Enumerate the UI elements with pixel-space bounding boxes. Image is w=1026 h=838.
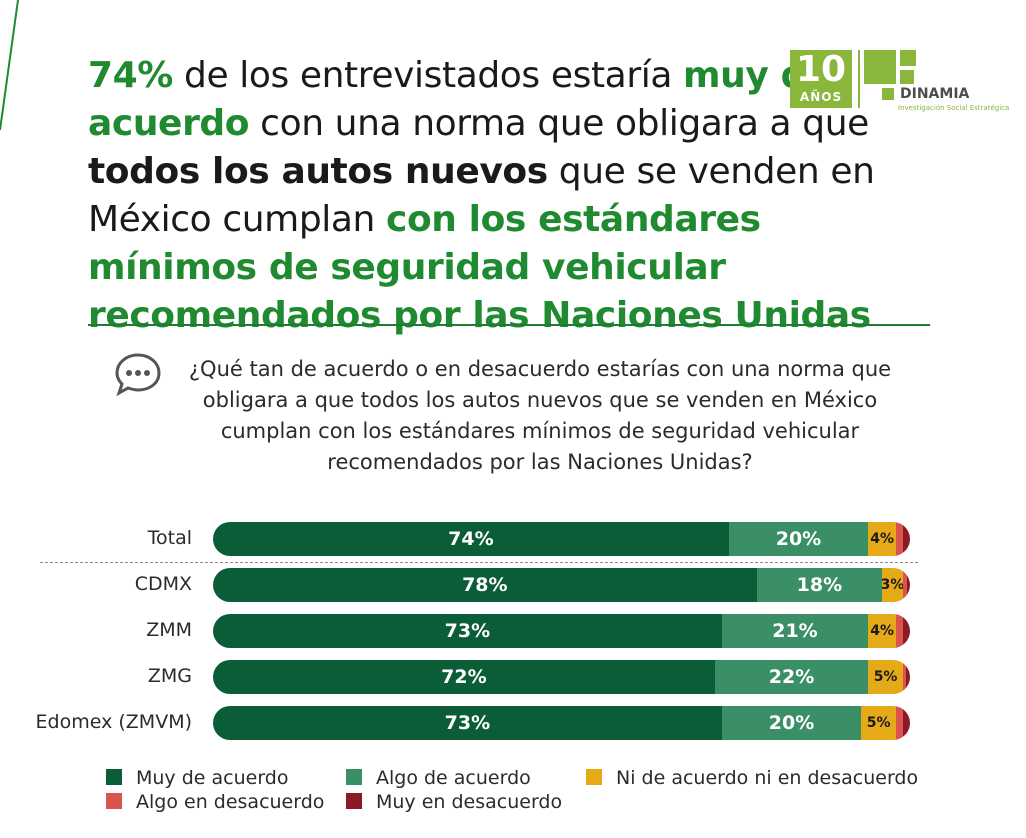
headline-text-3: que se venden en México cumplan	[88, 151, 875, 240]
dinamia-logo: 10 AÑOS DINAMIA Investigación Social Est…	[790, 50, 1009, 114]
data-label: 73%	[444, 620, 491, 642]
bar-segment-muy-de-acuerdo: 78%	[213, 568, 757, 602]
survey-question: ¿Qué tan de acuerdo o en desacuerdo esta…	[188, 357, 892, 474]
bar-segment-ni-ni: 5%	[861, 706, 897, 740]
logo-square	[900, 50, 916, 66]
category-label: CDMX	[134, 573, 192, 595]
legend-label: Muy en desacuerdo	[376, 791, 563, 813]
legend-swatch	[346, 769, 362, 785]
legend-swatch	[586, 769, 602, 785]
bar-segment-muy-en-desacuerdo	[903, 522, 910, 556]
legend-item: Ni de acuerdo ni en desacuerdo	[586, 767, 918, 789]
logo-brand: DINAMIA	[900, 86, 970, 102]
logo-separator	[858, 50, 860, 108]
bar-segment-muy-de-acuerdo: 73%	[213, 706, 722, 740]
data-label: 74%	[448, 528, 494, 550]
bar-segment-ni-ni: 5%	[868, 660, 903, 694]
legend-label: Algo de acuerdo	[376, 767, 531, 789]
bar-row: 73% 21% 4%	[213, 614, 910, 648]
section-divider	[88, 324, 930, 326]
data-label: 5%	[866, 715, 891, 731]
total-separator	[40, 562, 918, 563]
logo-square	[882, 88, 894, 100]
legend-swatch	[346, 793, 362, 809]
legend-label: Muy de acuerdo	[136, 767, 289, 789]
data-label: 4%	[870, 531, 894, 547]
headline-text-2: con una norma que obligara a que	[249, 103, 869, 144]
bar-segment-algo-de-acuerdo: 20%	[728, 522, 869, 556]
bar-segment-muy-en-desacuerdo	[903, 614, 910, 648]
anniversary-number: 10	[795, 49, 847, 90]
bar-segment-algo-en-desacuerdo	[896, 522, 903, 556]
bar-segment-algo-en-desacuerdo	[896, 614, 903, 648]
category-label: Total	[147, 527, 192, 549]
legend-item: Muy de acuerdo	[106, 767, 289, 789]
bar-segment-algo-de-acuerdo: 18%	[756, 568, 883, 602]
data-label: 5%	[873, 669, 898, 685]
bar-segment-ni-ni: 4%	[868, 614, 897, 648]
bar-row: 74% 20% 4%	[213, 522, 910, 556]
logo-square	[900, 70, 914, 84]
bar-segment-ni-ni: 4%	[868, 522, 897, 556]
logo-tagline: Investigación Social Estratégica	[898, 104, 1010, 112]
data-label: 21%	[772, 620, 818, 642]
category-label: Edomex (ZMVM)	[35, 711, 192, 733]
headline-highlight-3: con los estándares mínimos de seguridad …	[88, 199, 871, 336]
legend-label: Ni de acuerdo ni en desacuerdo	[616, 767, 919, 789]
bar-segment-muy-en-desacuerdo	[903, 706, 910, 740]
bar-segment-muy-de-acuerdo: 73%	[213, 614, 722, 648]
data-label: 20%	[768, 712, 815, 734]
bar-segment-algo-de-acuerdo: 20%	[721, 706, 862, 740]
category-label: ZMM	[146, 619, 192, 641]
bar-row: 78% 18% 3%	[213, 568, 910, 602]
legend-item: Muy en desacuerdo	[346, 791, 562, 813]
anniversary-years: AÑOS	[799, 90, 843, 104]
bar-segment-algo-en-desacuerdo	[903, 660, 907, 694]
data-label: 22%	[768, 666, 815, 688]
anniversary-badge: 10 AÑOS	[790, 50, 852, 108]
headline-text-1: de los entrevistados estaría	[172, 55, 684, 96]
bar-row: 72% 22% 5%	[213, 660, 910, 694]
corner-decoration	[0, 0, 19, 131]
legend-item: Algo de acuerdo	[346, 767, 531, 789]
legend-label: Algo en desacuerdo	[136, 791, 325, 813]
legend-swatch	[106, 793, 122, 809]
bar-segment-algo-de-acuerdo: 22%	[714, 660, 869, 694]
data-label: 20%	[775, 528, 822, 550]
bar-segment-algo-de-acuerdo: 21%	[721, 614, 869, 648]
legend-item: Algo en desacuerdo	[106, 791, 324, 813]
data-label: 4%	[870, 623, 894, 639]
data-label: 73%	[444, 712, 491, 734]
bar-segment-algo-en-desacuerdo	[903, 568, 907, 602]
legend-swatch	[106, 769, 122, 785]
bar-row: 73% 20% 5%	[213, 706, 910, 740]
data-label: 18%	[796, 574, 843, 596]
data-label: 3%	[882, 577, 903, 593]
bar-segment-algo-en-desacuerdo	[896, 706, 903, 740]
bar-segment-muy-de-acuerdo: 72%	[213, 660, 715, 694]
logo-square	[864, 50, 896, 84]
speech-bubble-icon	[115, 353, 161, 396]
bar-segment-muy-en-desacuerdo	[906, 568, 910, 602]
bar-segment-ni-ni: 3%	[882, 568, 904, 602]
headline-highlight-2: todos los autos nuevos	[88, 151, 548, 192]
headline-percent: 74%	[88, 55, 173, 96]
bar-segment-muy-en-desacuerdo	[906, 660, 910, 694]
data-label: 72%	[441, 666, 487, 688]
category-label: ZMG	[147, 665, 192, 687]
bar-segment-muy-de-acuerdo: 74%	[213, 522, 729, 556]
headline: 74% de los entrevistados estaría muy de …	[88, 52, 938, 340]
data-label: 78%	[462, 574, 508, 596]
